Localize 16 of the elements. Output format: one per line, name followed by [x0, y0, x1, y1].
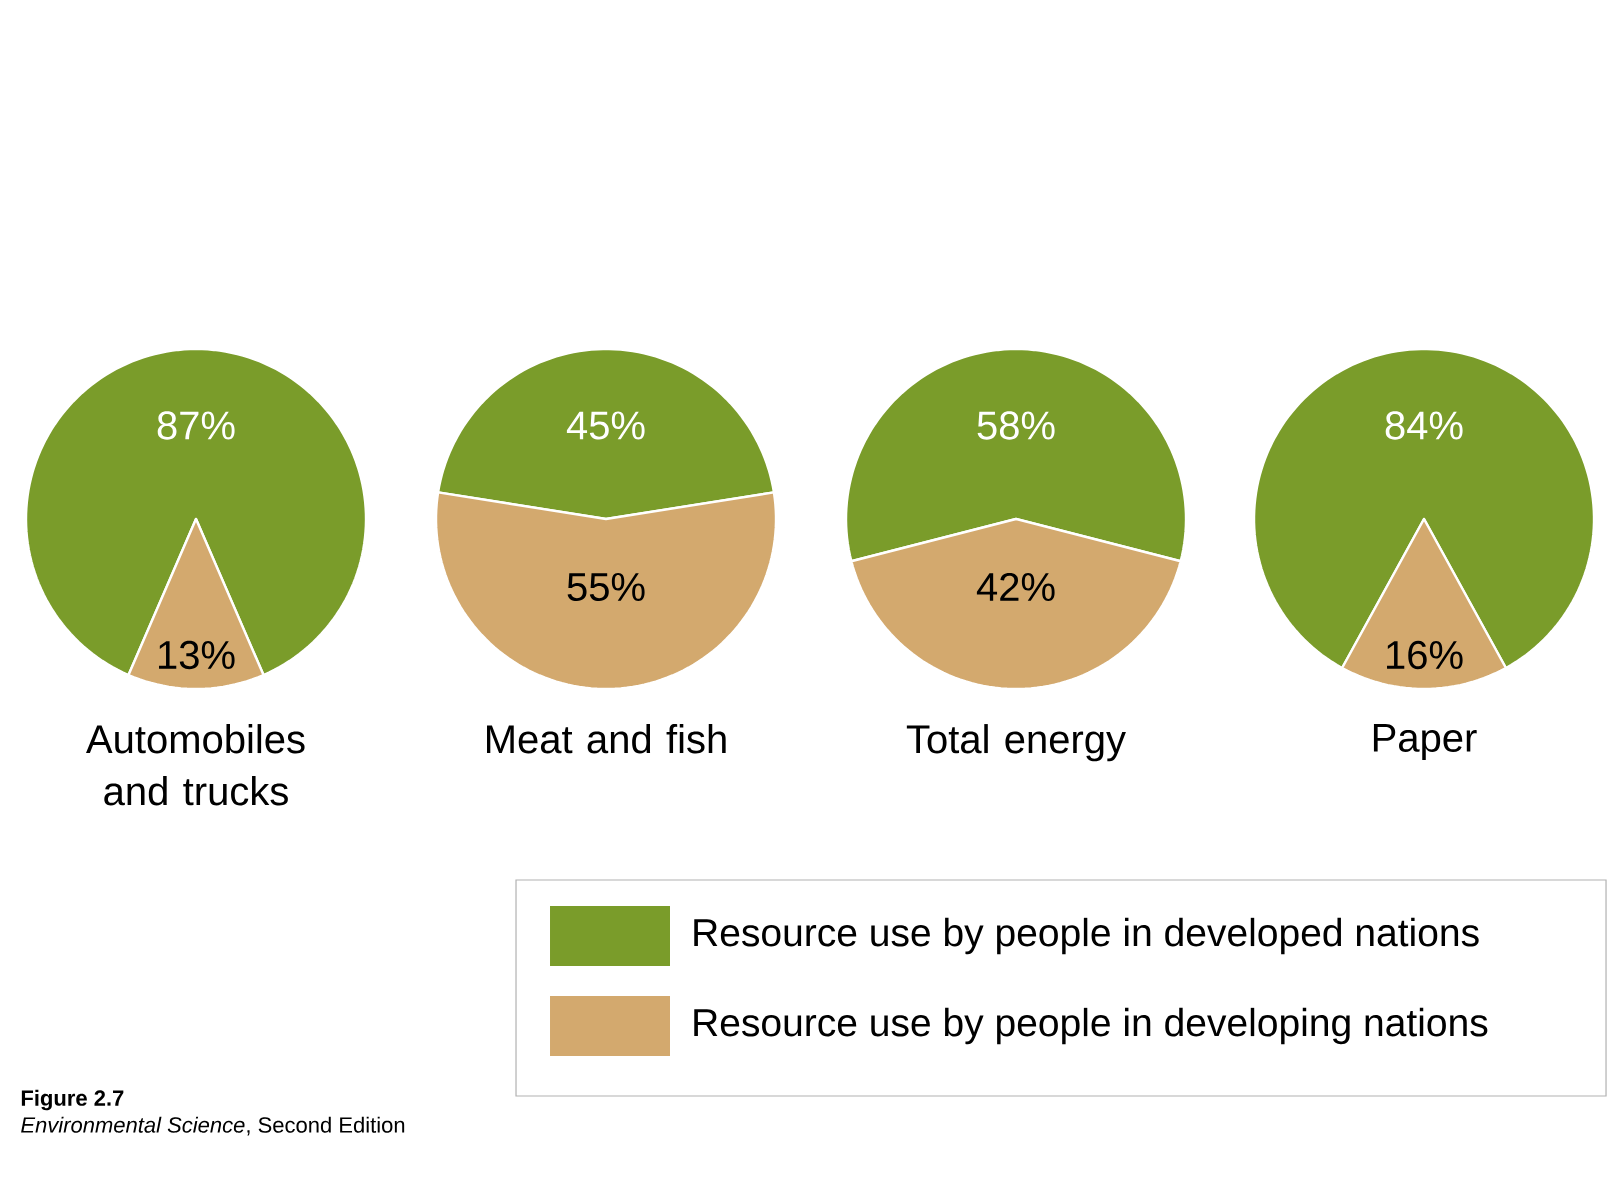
data-label: 13%: [159, 640, 235, 670]
text: Total energy: [906, 724, 1126, 762]
data-label: 42%: [976, 572, 1055, 602]
text: Figure 2.7: [21, 1089, 124, 1111]
text: Environmental Science, Second Edition: [21, 1116, 405, 1136]
data-label: 55%: [567, 572, 645, 602]
legend-label: Resource use by people in developing nations: [694, 1007, 1488, 1045]
text: Paper: [1373, 724, 1477, 760]
data-label: 16%: [1387, 640, 1463, 670]
data-label: 84%: [1385, 411, 1463, 440]
data-label: 45%: [566, 411, 645, 440]
text: Meat and fish: [487, 724, 726, 754]
text: Automobiles and trucks: [86, 724, 305, 806]
legend-label: Resource use by people in developed nations: [694, 917, 1479, 955]
data-label: 87%: [157, 411, 235, 440]
data-label: 58%: [977, 411, 1055, 440]
